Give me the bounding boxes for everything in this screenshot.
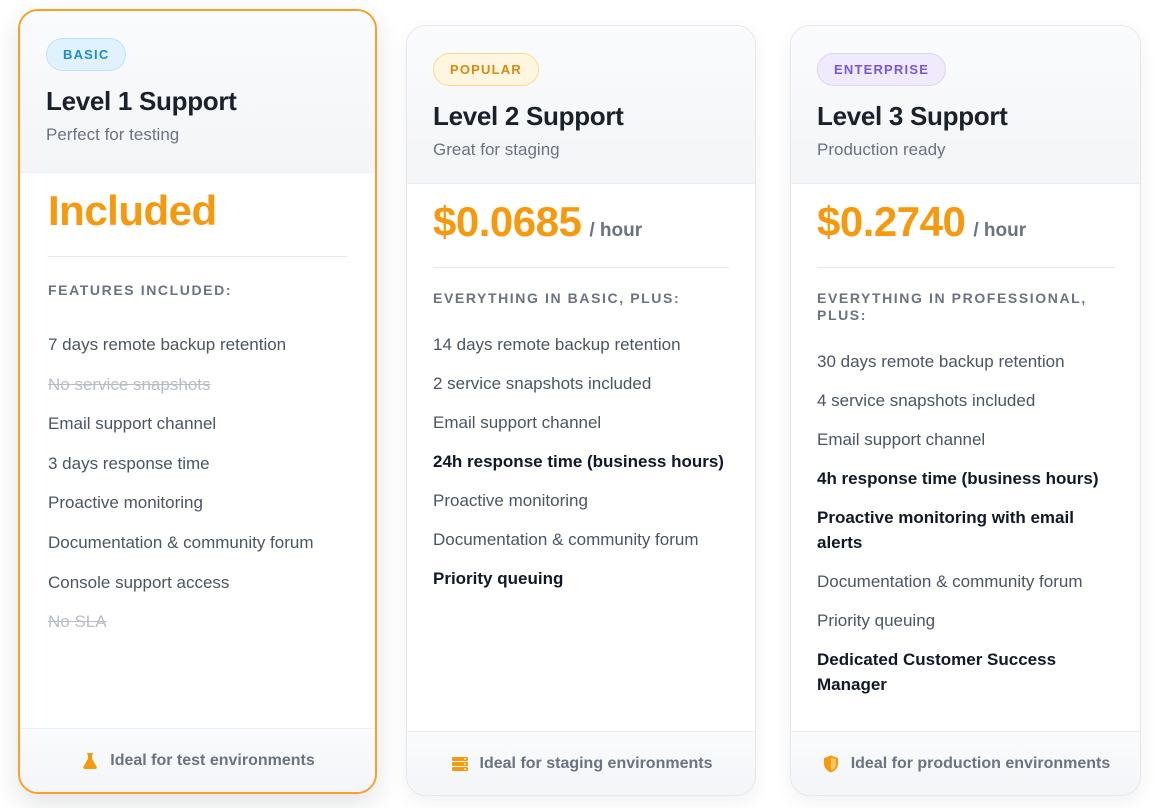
price-unit: / hour <box>973 220 1027 241</box>
plan-footer: Ideal for production environments <box>791 731 1140 795</box>
plan-footer: Ideal for staging environments <box>407 731 755 795</box>
plan-price: $0.2740 <box>817 198 966 245</box>
server-icon <box>451 756 468 771</box>
feature-item: 4h response time (business hours) <box>817 469 1099 488</box>
plan-header: BASIC Level 1 Support Perfect for testin… <box>20 11 375 173</box>
feature-item: Documentation & community forum <box>817 572 1083 591</box>
plan-title: Level 2 Support <box>433 101 624 131</box>
feature-item: 4 service snapshots included <box>817 391 1036 410</box>
plan-card-basic[interactable]: BASIC Level 1 Support Perfect for testin… <box>18 9 377 794</box>
feature-list: 30 days remote backup retention 4 service… <box>817 349 1114 697</box>
price-row: $0.2740 / hour <box>817 184 1114 268</box>
plan-subtitle: Production ready <box>817 140 946 159</box>
feature-item: Documentation & community forum <box>433 530 699 549</box>
price-row: $0.0685 / hour <box>433 184 729 268</box>
feature-item: 24h response time (business hours) <box>433 452 724 471</box>
footer-label: Ideal for staging environments <box>479 754 713 772</box>
feature-item: 30 days remote backup retention <box>817 352 1065 371</box>
feature-item: Priority queuing <box>433 569 564 588</box>
feature-item: Proactive monitoring <box>433 491 588 510</box>
features-title: EVERYTHING IN BASIC, PLUS: <box>433 290 681 306</box>
price-unit: / hour <box>589 220 643 241</box>
plan-title: Level 1 Support <box>46 86 237 116</box>
feature-item: Dedicated Customer Success Manager <box>817 650 1057 694</box>
price-row: Included <box>48 173 347 257</box>
plan-card-popular[interactable]: POPULAR Level 2 Support Great for stagin… <box>406 25 756 796</box>
feature-list: 7 days remote backup retention No service… <box>48 332 347 634</box>
plan-badge: ENTERPRISE <box>817 53 947 86</box>
flask-icon <box>83 752 98 769</box>
plan-body: Included FEATURES INCLUDED: 7 days remot… <box>20 173 375 728</box>
plan-subtitle: Great for staging <box>433 140 560 159</box>
plan-subtitle: Perfect for testing <box>46 125 180 144</box>
feature-item: 14 days remote backup retention <box>433 335 681 354</box>
plan-card-enterprise[interactable]: ENTERPRISE Level 3 Support Production re… <box>790 25 1141 796</box>
plan-title: Level 3 Support <box>817 101 1008 131</box>
plan-badge: POPULAR <box>433 53 539 86</box>
footer-label: Ideal for production environments <box>850 754 1111 772</box>
feature-item: 2 service snapshots included <box>433 374 652 393</box>
feature-item: Proactive monitoring with email alerts <box>817 508 1074 552</box>
feature-item: Console support access <box>48 572 230 592</box>
plan-badge: BASIC <box>46 38 127 71</box>
feature-item: Documentation & community forum <box>48 532 314 552</box>
feature-item: No service snapshots <box>48 374 211 394</box>
feature-list: 14 days remote backup retention 2 service… <box>433 332 729 591</box>
features-title: FEATURES INCLUDED: <box>48 282 233 298</box>
plan-header: ENTERPRISE Level 3 Support Production re… <box>791 26 1140 184</box>
feature-item: Email support channel <box>817 430 986 449</box>
plan-header: POPULAR Level 2 Support Great for stagin… <box>407 26 755 184</box>
feature-item: No SLA <box>48 612 107 632</box>
footer-label: Ideal for test environments <box>110 751 315 769</box>
feature-item: Email support channel <box>433 413 602 432</box>
plan-footer: Ideal for test environments <box>20 728 375 792</box>
plan-body: $0.2740 / hour EVERYTHING IN PROFESSIONA… <box>791 184 1140 731</box>
plan-price: $0.0685 <box>433 198 582 245</box>
plan-price: Included <box>48 187 217 234</box>
features-title: EVERYTHING IN PROFESSIONAL, PLUS: <box>817 290 1087 323</box>
shield-icon <box>823 755 838 772</box>
feature-item: Proactive monitoring <box>48 493 203 513</box>
feature-item: 3 days response time <box>48 453 210 473</box>
feature-item: Email support channel <box>48 414 217 434</box>
plan-body: $0.0685 / hour EVERYTHING IN BASIC, PLUS… <box>407 184 755 731</box>
feature-item: 7 days remote backup retention <box>48 335 287 354</box>
feature-item: Priority queuing <box>817 611 936 630</box>
